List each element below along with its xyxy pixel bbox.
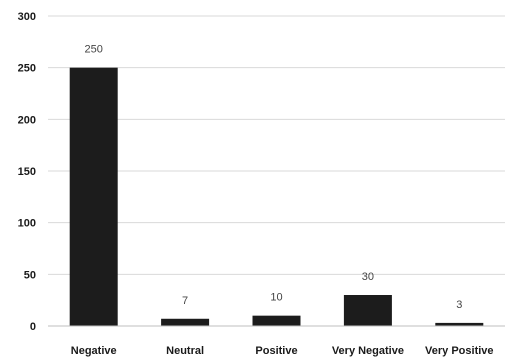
x-axis: Negative Neutral Positive Very Negative Very… [48, 325, 505, 357]
data-label: 10 [270, 292, 282, 304]
y-tick-label: 200 [18, 114, 36, 126]
x-tick-label: Very Negative [332, 345, 404, 357]
data-label: 30 [362, 271, 374, 283]
x-tick-label: Neutral [166, 345, 204, 357]
y-tick-label: 150 [18, 166, 36, 178]
data-labels: 250 7 10 30 3 [85, 44, 463, 311]
x-tick-label: Positive [255, 345, 297, 357]
data-label: 7 [182, 295, 188, 307]
data-label: 3 [456, 299, 462, 311]
y-axis: 0 50 100 150 200 250 300 [18, 11, 36, 333]
bar [161, 318, 210, 326]
bar [69, 67, 118, 327]
y-tick-label: 100 [18, 218, 36, 230]
y-tick-label: 250 [18, 63, 36, 75]
y-tick-label: 300 [18, 11, 36, 23]
data-label: 250 [85, 44, 103, 56]
x-tick-label: Very Positive [425, 345, 494, 357]
bar [343, 295, 392, 326]
y-tick-label: 50 [24, 269, 36, 281]
y-tick-label: 0 [30, 321, 36, 333]
bar [252, 315, 301, 326]
x-tick-label: Negative [71, 345, 117, 357]
bars [69, 67, 484, 327]
bar [435, 322, 484, 326]
gridlines [48, 15, 505, 275]
